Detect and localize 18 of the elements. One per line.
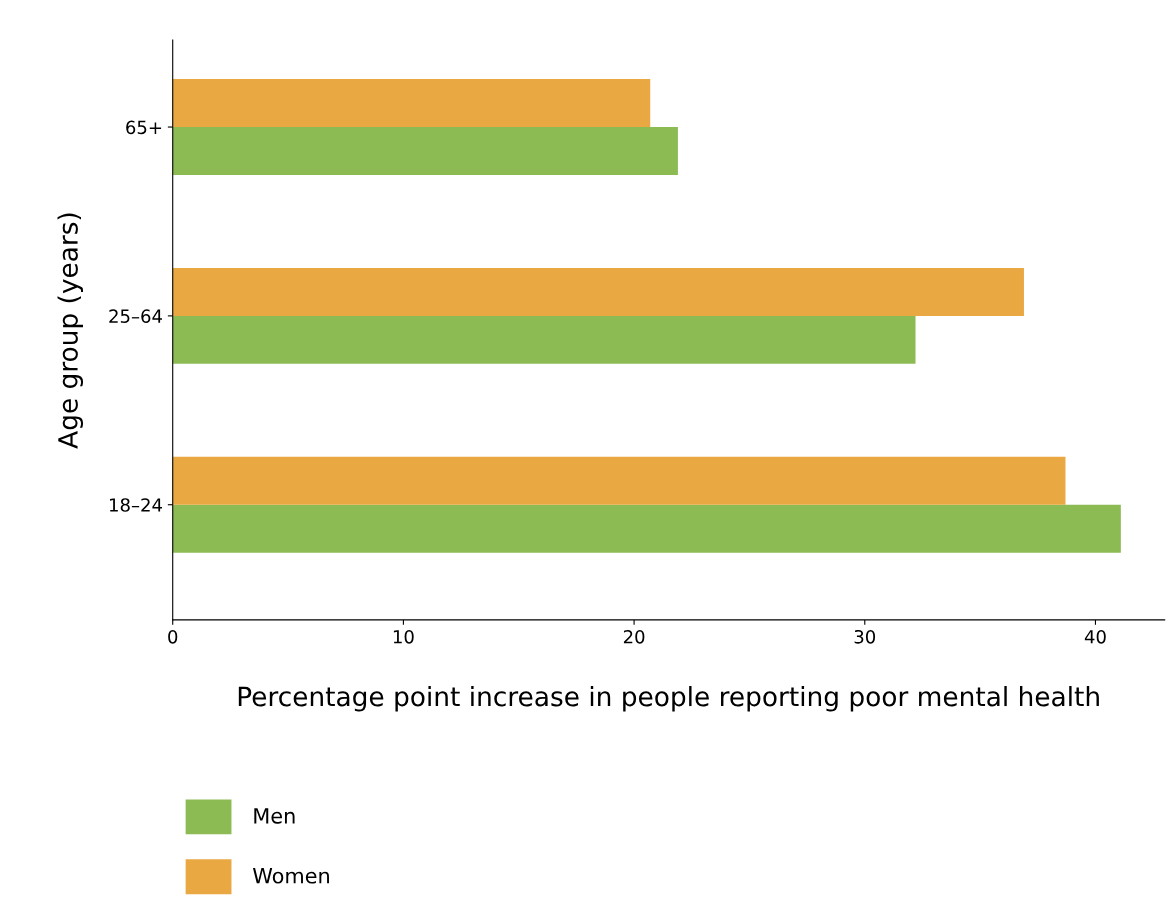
x-tick-label: 20 xyxy=(623,629,645,644)
legend-label: Men xyxy=(254,808,295,824)
x-tick-label: 10 xyxy=(393,629,414,644)
x-tick-label: 40 xyxy=(1084,629,1106,644)
x-tick-label: 0 xyxy=(168,629,178,644)
x-axis-title: Percentage point increase in people reporting poor mental health xyxy=(238,686,1099,712)
y-tick-label: 18–24 xyxy=(110,498,162,512)
legend-label: Women xyxy=(252,868,329,884)
y-axis-title: Age group (years) xyxy=(57,213,84,449)
y-tick-label: 25–64 xyxy=(109,309,162,323)
bar xyxy=(172,127,678,176)
bar xyxy=(172,79,651,128)
y-tick-label: 65+ xyxy=(126,120,162,135)
bar xyxy=(172,315,916,364)
bar xyxy=(172,504,1121,553)
x-tick-label: 30 xyxy=(854,629,876,644)
bar xyxy=(172,267,1024,316)
bar xyxy=(172,456,1066,505)
